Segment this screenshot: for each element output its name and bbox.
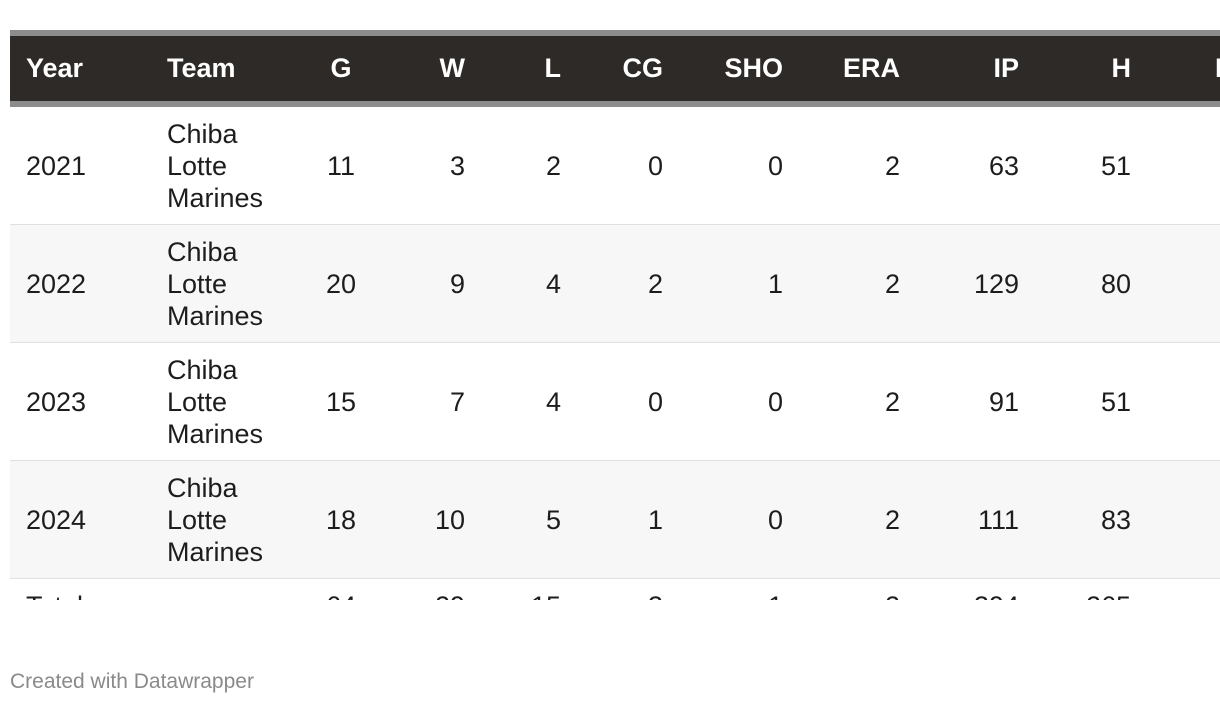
team-name-line: Lotte [167, 268, 228, 299]
stat-cell-hr: 7 [1147, 224, 1220, 343]
column-header-ip: IP [916, 30, 1035, 107]
table-row: 2024ChibaLotteMarines18105102111832 [10, 460, 1220, 579]
stat-cell-g: 18 [301, 460, 381, 579]
year-cell: 2024 [10, 460, 151, 579]
stat-cell-sho: 1 [679, 224, 799, 343]
total-cell-cg: 3 [577, 579, 679, 600]
team-name-line: Lotte [167, 150, 228, 181]
stat-cell-sho: 0 [679, 104, 799, 225]
stat-cell-l: 5 [481, 460, 577, 579]
total-cell-sho: 1 [679, 579, 799, 600]
header-row: YearTeamGWLCGSHOERAIPHHR [10, 30, 1220, 107]
table-row: 2023ChibaLotteMarines157400291511 [10, 342, 1220, 461]
stat-cell-era: 2 [799, 342, 916, 461]
stat-cell-h: 51 [1035, 342, 1147, 461]
table-row: 2021ChibaLotteMarines113200263515 [10, 104, 1220, 225]
column-header-team: Team [151, 30, 301, 107]
stat-cell-w: 9 [381, 224, 481, 343]
stat-cell-cg: 1 [577, 460, 679, 579]
year-cell: 2023 [10, 342, 151, 461]
team-name-line: Marines [167, 536, 264, 567]
team-name-line: Chiba [167, 118, 238, 149]
stat-cell-hr: 2 [1147, 460, 1220, 579]
pitching-stats-table: YearTeamGWLCGSHOERAIPHHR 2021ChibaLotteM… [10, 30, 1220, 600]
total-cell-hr: 15 [1147, 579, 1220, 601]
totals-team-cell: - [151, 579, 301, 600]
stat-cell-l: 4 [481, 342, 577, 461]
stat-cell-w: 3 [381, 104, 481, 225]
stat-cell-h: 51 [1035, 104, 1147, 225]
totals-row: Totals-64291531239426515 [10, 579, 1220, 601]
team-cell: Chiba Lotte Marines [151, 224, 301, 343]
total-cell-w: 29 [381, 579, 481, 600]
column-header-h: H [1035, 30, 1147, 107]
table-row: 2022ChibaLotteMarines2094212129807 [10, 224, 1220, 343]
total-cell-l: 15 [481, 579, 577, 600]
column-header-year: Year [10, 30, 151, 107]
stat-cell-h: 80 [1035, 224, 1147, 343]
table-body: 2021ChibaLotteMarines1132002635152022Chi… [10, 104, 1220, 600]
stat-cell-hr: 5 [1147, 104, 1220, 225]
total-cell-era: 2 [799, 579, 916, 600]
team-name-line: Marines [167, 300, 264, 331]
column-header-w: W [381, 30, 481, 107]
column-header-cg: CG [577, 30, 679, 107]
stat-cell-era: 2 [799, 224, 916, 343]
stat-cell-w: 7 [381, 342, 481, 461]
stat-cell-g: 15 [301, 342, 381, 461]
team-name-line: Lotte [167, 504, 228, 535]
stat-cell-g: 20 [301, 224, 381, 343]
team-name-line: Chiba [167, 472, 238, 503]
stat-cell-ip: 63 [916, 104, 1035, 225]
team-cell: Chiba Lotte Marines [151, 104, 301, 225]
stats-table-container: YearTeamGWLCGSHOERAIPHHR 2021ChibaLotteM… [10, 30, 1220, 600]
stat-cell-cg: 0 [577, 104, 679, 225]
column-header-era: ERA [799, 30, 916, 107]
stat-cell-h: 83 [1035, 460, 1147, 579]
total-cell-ip: 394 [916, 579, 1035, 600]
team-cell: Chiba Lotte Marines [151, 342, 301, 461]
team-cell: Chiba Lotte Marines [151, 460, 301, 579]
totals-label: Totals [10, 579, 151, 600]
team-name-line: Chiba [167, 236, 238, 267]
stat-cell-cg: 0 [577, 342, 679, 461]
stat-cell-l: 2 [481, 104, 577, 225]
datawrapper-credit: Created with Datawrapper [10, 670, 254, 693]
stat-cell-sho: 0 [679, 460, 799, 579]
stat-cell-ip: 91 [916, 342, 1035, 461]
table-header: YearTeamGWLCGSHOERAIPHHR [10, 30, 1220, 107]
stat-cell-l: 4 [481, 224, 577, 343]
stat-cell-hr: 1 [1147, 342, 1220, 461]
year-cell: 2022 [10, 224, 151, 343]
stat-cell-era: 2 [799, 104, 916, 225]
total-cell-g: 64 [301, 579, 381, 600]
team-name-line: Chiba [167, 354, 238, 385]
total-cell-h: 265 [1035, 579, 1147, 600]
stat-cell-ip: 111 [916, 460, 1035, 579]
column-header-hr: HR [1147, 30, 1220, 107]
stat-cell-ip: 129 [916, 224, 1035, 343]
stat-cell-w: 10 [381, 460, 481, 579]
column-header-l: L [481, 30, 577, 107]
team-name-line: Lotte [167, 386, 228, 417]
stat-cell-cg: 2 [577, 224, 679, 343]
stat-cell-sho: 0 [679, 342, 799, 461]
team-name-line: Marines [167, 182, 264, 213]
column-header-g: G [301, 30, 381, 107]
year-cell: 2021 [10, 104, 151, 225]
stat-cell-g: 11 [301, 104, 381, 225]
team-name-line: Marines [167, 418, 264, 449]
stat-cell-era: 2 [799, 460, 916, 579]
column-header-sho: SHO [679, 30, 799, 107]
